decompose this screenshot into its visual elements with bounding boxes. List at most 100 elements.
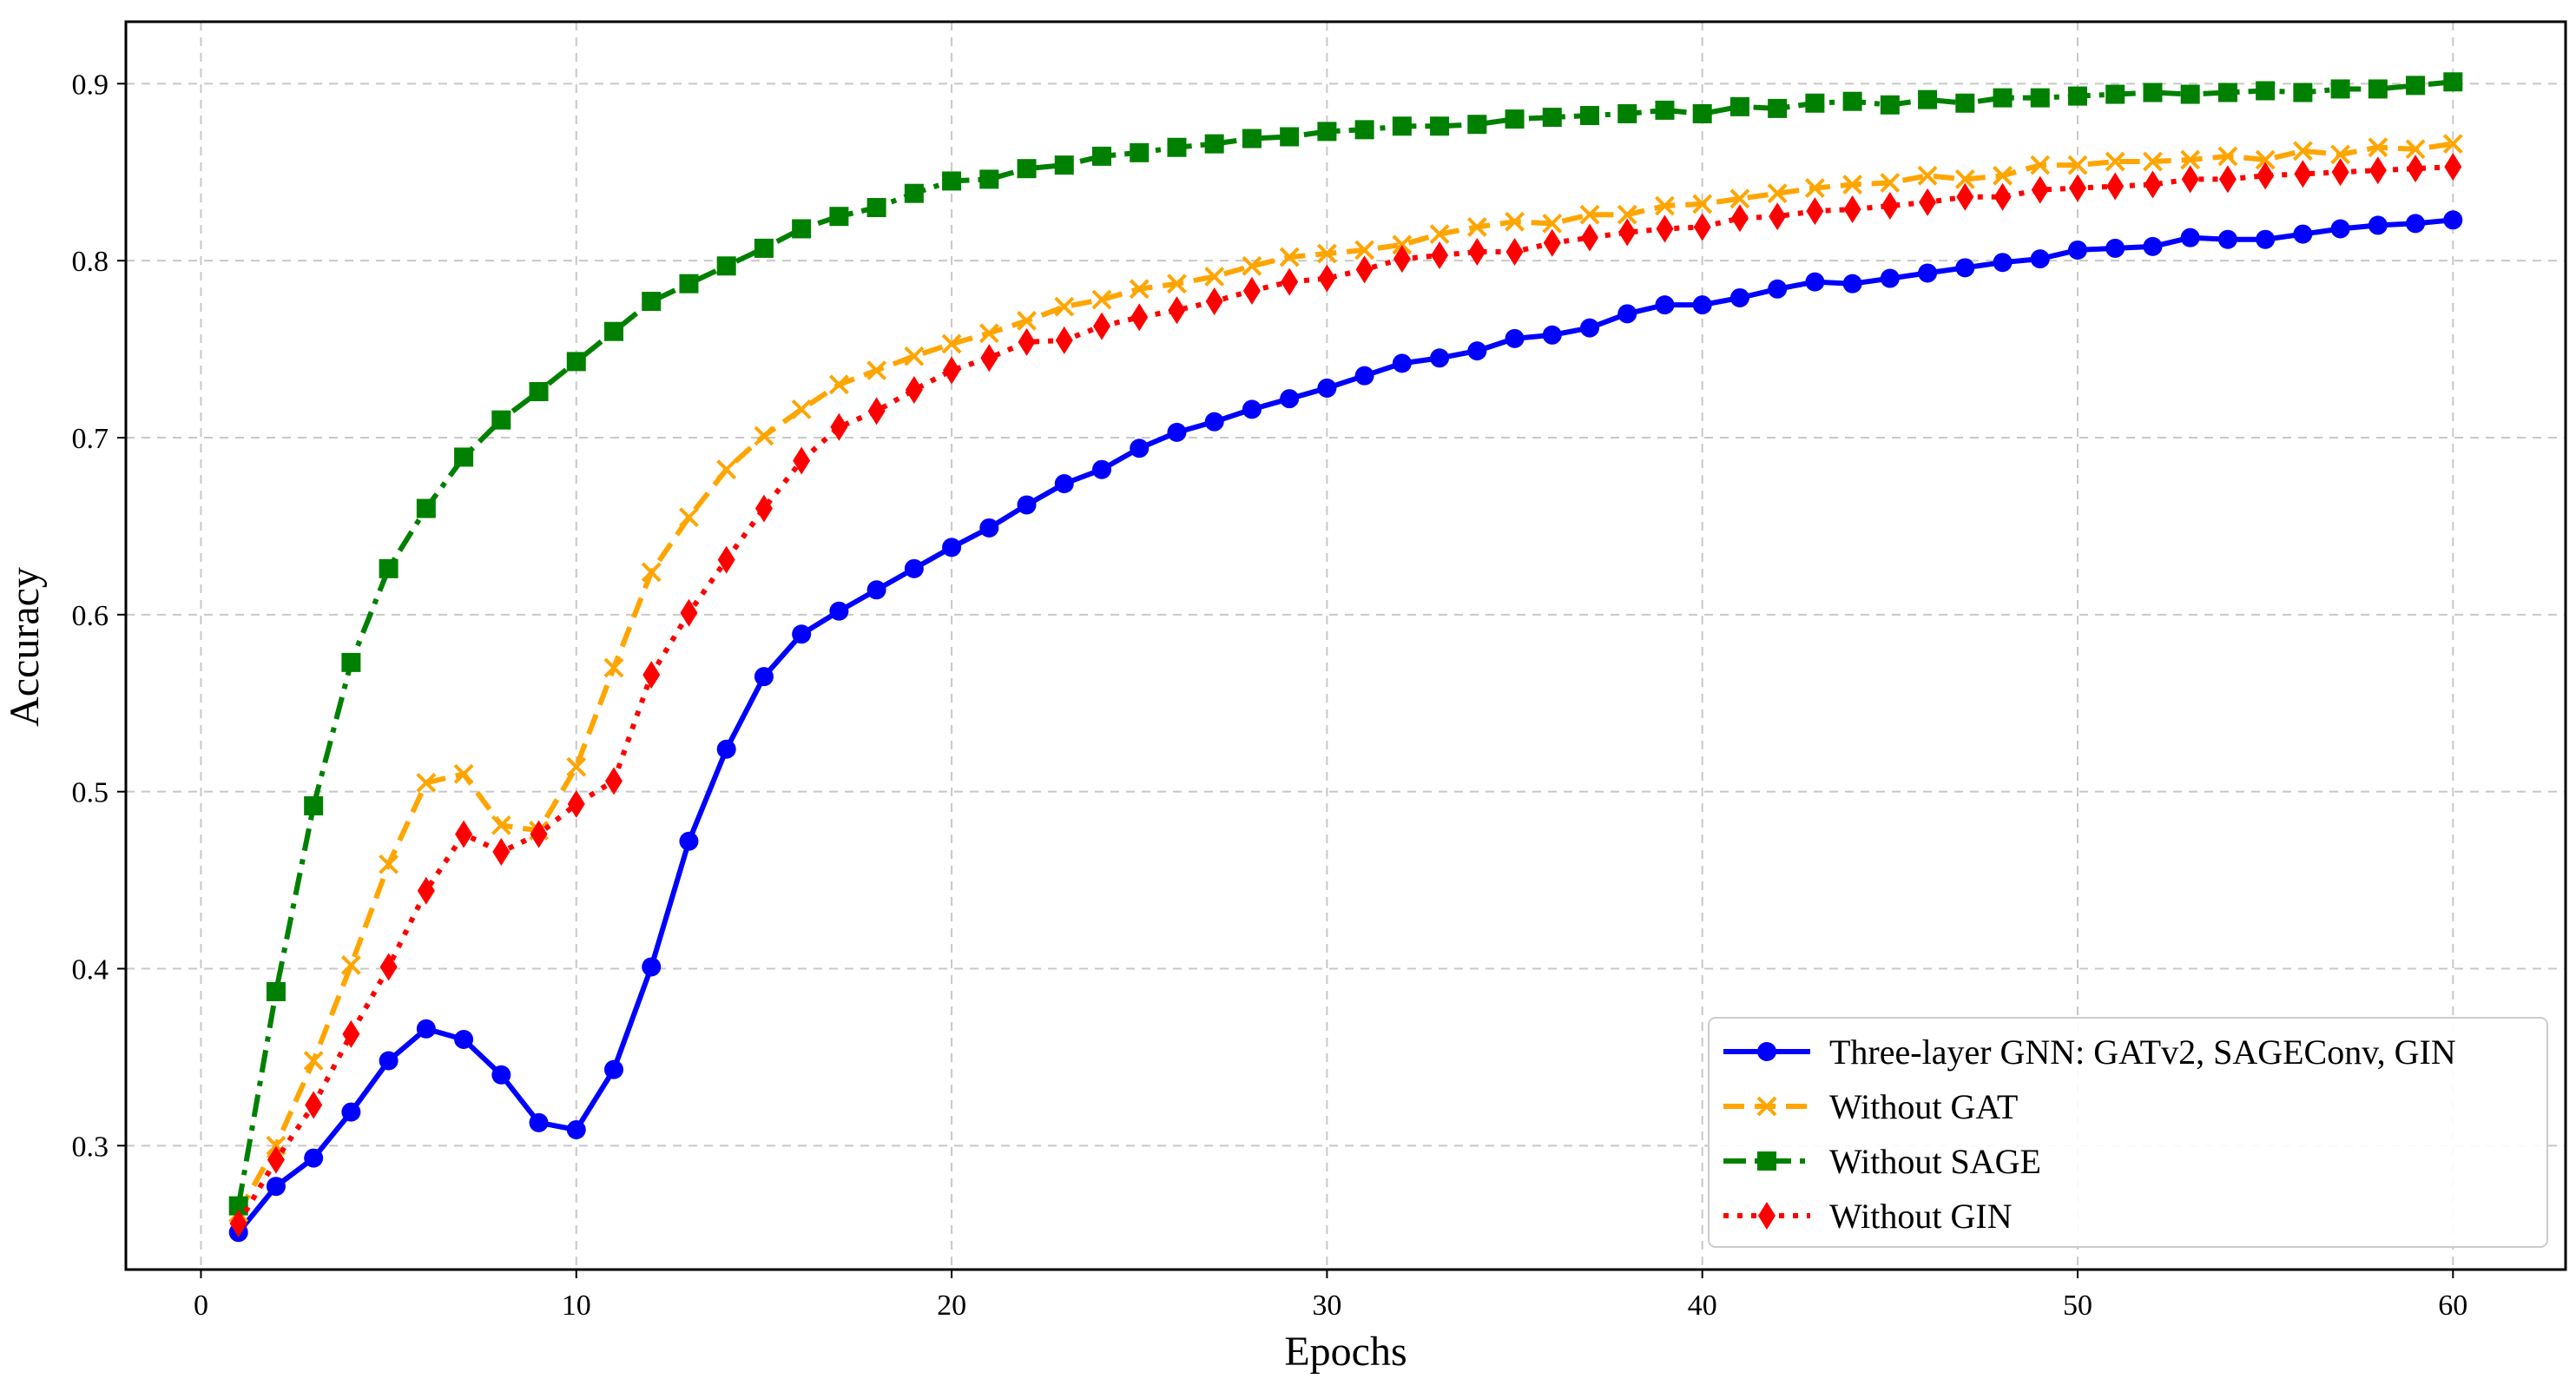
x-tick-label: 50	[2063, 1290, 2092, 1322]
data-point	[1017, 159, 1037, 179]
data-point	[1768, 279, 1788, 299]
data-point	[904, 558, 924, 578]
legend-marker	[1758, 1202, 1776, 1230]
data-point	[1993, 182, 2012, 211]
y-tick-label: 0.4	[72, 953, 109, 986]
legend-label: Without SAGE	[1829, 1142, 2041, 1181]
data-point	[566, 1119, 586, 1139]
data-point	[1729, 96, 1749, 116]
data-point	[1017, 311, 1037, 331]
data-point	[2443, 72, 2463, 92]
data-point	[1205, 287, 1223, 316]
legend-box	[1708, 1017, 2548, 1248]
data-point	[1693, 213, 1711, 241]
data-point	[2181, 165, 2199, 194]
data-point	[1655, 295, 1675, 315]
data-point	[2330, 144, 2351, 165]
legend-label: Three-layer GNN: GATv2, SAGEConv, GIN	[1829, 1032, 2456, 1072]
data-point	[1354, 240, 1375, 261]
data-point	[304, 795, 324, 815]
data-point	[341, 652, 361, 672]
data-point	[2293, 224, 2313, 244]
y-axis-label: Accuracy	[2, 567, 48, 727]
data-point	[904, 183, 924, 203]
data-point	[566, 756, 587, 777]
data-point	[1843, 195, 1861, 224]
data-point	[1918, 263, 1938, 283]
data-point	[754, 667, 774, 687]
data-point	[679, 274, 699, 294]
data-point	[1317, 378, 1337, 398]
data-point	[1919, 188, 1937, 216]
data-point	[1242, 129, 1262, 148]
data-point	[792, 219, 812, 239]
data-point	[416, 498, 436, 518]
data-point	[1580, 318, 1599, 338]
data-point	[1842, 175, 1863, 195]
data-point	[716, 739, 736, 759]
data-point	[2030, 249, 2050, 269]
data-point	[1431, 241, 1449, 270]
data-point	[1280, 127, 1300, 147]
legend-label: Without GIN	[1829, 1197, 2013, 1236]
data-point	[716, 256, 736, 276]
data-point	[566, 352, 586, 372]
data-point	[491, 815, 511, 835]
data-point	[2105, 238, 2125, 258]
data-point	[1393, 245, 1411, 274]
data-point	[2368, 137, 2388, 158]
data-point	[305, 1091, 323, 1119]
data-point	[2030, 88, 2050, 108]
data-point	[1881, 191, 1899, 220]
data-point	[2143, 82, 2163, 102]
data-point	[866, 360, 887, 380]
data-point	[828, 374, 849, 395]
data-point	[2068, 86, 2087, 106]
series-2	[228, 134, 2463, 1224]
data-point	[1130, 439, 1150, 459]
data-point	[1692, 194, 1713, 214]
data-point	[2217, 229, 2237, 249]
data-point	[1392, 353, 1412, 373]
data-point	[941, 333, 962, 354]
legend-marker	[1756, 1096, 1777, 1117]
data-point	[1769, 202, 1787, 231]
x-tick-label: 20	[937, 1290, 966, 1322]
data-point	[943, 356, 961, 385]
data-point	[605, 767, 623, 795]
grid	[126, 22, 2566, 1270]
data-point	[1655, 100, 1675, 120]
data-point	[303, 1051, 324, 1071]
data-point	[1656, 214, 1674, 243]
data-point	[867, 397, 886, 426]
data-point	[2069, 174, 2086, 202]
data-point	[679, 831, 699, 851]
data-point	[304, 1148, 324, 1168]
data-point	[529, 382, 549, 402]
data-point	[1542, 325, 1562, 345]
x-tick-label: 40	[1688, 1290, 1717, 1322]
data-point	[942, 171, 962, 191]
data-point	[1317, 122, 1337, 142]
data-point	[416, 773, 437, 793]
data-point	[1468, 237, 1486, 266]
data-point	[1430, 348, 1450, 368]
data-point	[2105, 84, 2125, 104]
data-point	[2068, 240, 2087, 260]
data-point	[1954, 168, 1975, 189]
data-point	[1618, 218, 1637, 247]
data-point	[1055, 326, 1073, 354]
data-point	[1318, 264, 1336, 293]
data-point	[2292, 141, 2313, 162]
data-point	[1767, 183, 1788, 204]
data-point	[1993, 165, 2013, 186]
data-point	[2030, 155, 2051, 175]
data-point	[1466, 217, 1487, 237]
data-point	[1354, 366, 1374, 386]
data-point	[1130, 142, 1150, 162]
data-point	[530, 820, 548, 848]
data-point	[417, 876, 435, 905]
data-point	[2067, 155, 2088, 175]
data-point	[1316, 243, 1337, 264]
data-point	[1167, 274, 1187, 294]
